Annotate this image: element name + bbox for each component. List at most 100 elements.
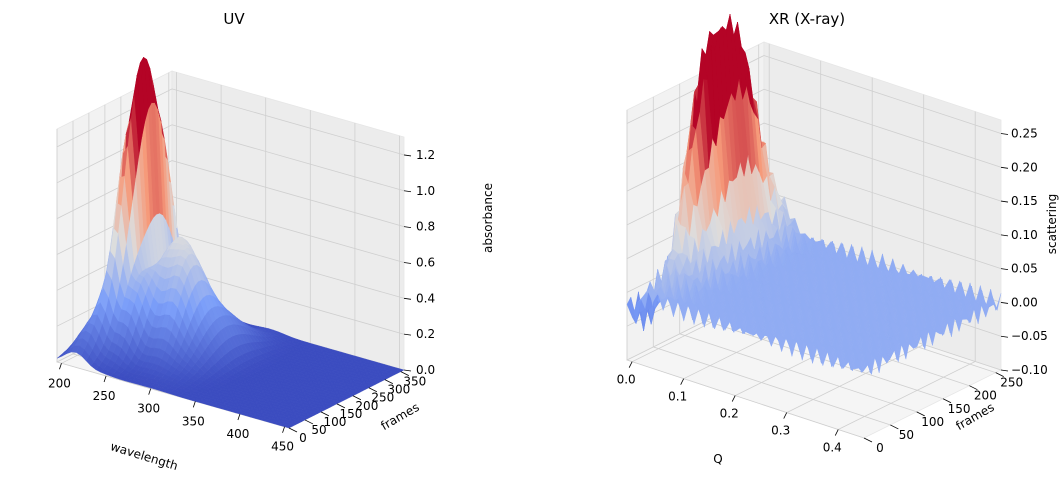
xr-x-tick-mark xyxy=(783,412,788,419)
uv-y-tick-mark xyxy=(352,395,362,401)
xr-y-tick-mark xyxy=(916,411,925,417)
xr-x-axis-label: Q xyxy=(713,452,722,466)
xr-x-tick-label: 0.2 xyxy=(720,407,739,421)
uv-x-tick-label: 250 xyxy=(93,389,116,403)
xr-y-tick-label: 0 xyxy=(876,441,884,455)
uv-x-tick-mark xyxy=(237,413,241,421)
xr-y-tick-label: 200 xyxy=(974,389,997,403)
uv-y-tick-label: 250 xyxy=(371,391,394,405)
xr-z-tick-label: 0.05 xyxy=(1011,262,1038,276)
uv-x-axis-label: wavelength xyxy=(109,439,180,473)
uv-z-tick-label: 0.0 xyxy=(416,363,435,377)
xr-y-tick-mark xyxy=(995,372,1004,377)
xr-z-tick-mark xyxy=(1000,133,1009,135)
uv-z-tick-label: 0.8 xyxy=(416,220,435,234)
xr-z-tick-label: −0.05 xyxy=(1011,329,1048,343)
xr-y-tick-mark xyxy=(969,385,978,391)
xr-x-tick-mark xyxy=(834,429,839,436)
uv-y-tick-label: 0 xyxy=(299,431,307,445)
xr-y-tick-label: 50 xyxy=(899,428,914,442)
xr-y-tick-label: 100 xyxy=(921,415,944,429)
xr-y-tick-label: 150 xyxy=(948,402,971,416)
xr-y-tick-mark xyxy=(890,424,899,430)
uv-x-tick-mark xyxy=(192,401,196,408)
xr-x-tick-label: 0.3 xyxy=(771,424,790,438)
uv-y-tick-mark xyxy=(288,427,298,433)
xr-y-tick-label: 250 xyxy=(1000,376,1023,390)
uv-z-tick-label: 0.6 xyxy=(416,255,435,269)
xr-x-tick-mark xyxy=(680,378,685,385)
uv-z-tick-mark xyxy=(403,369,412,372)
uv-x-tick-label: 350 xyxy=(182,414,205,428)
uv-title: UV xyxy=(223,10,245,28)
xr-z-axis-label: scattering xyxy=(1045,194,1059,255)
uv-z-tick-label: 1.0 xyxy=(416,184,435,198)
uv-x-tick-mark xyxy=(59,363,62,370)
uv-x-tick-label: 450 xyxy=(271,440,294,454)
uv-z-tick-mark xyxy=(403,154,412,157)
uv-y-tick-mark xyxy=(400,371,409,376)
uv-y-tick-label: 350 xyxy=(403,375,426,389)
xr-surface xyxy=(626,14,1002,375)
uv-z-tick-mark xyxy=(403,262,412,264)
uv-x-tick-mark xyxy=(282,426,285,433)
xr-x-tick-label: 0.4 xyxy=(823,441,842,455)
xr-z-tick-label: 0.15 xyxy=(1011,194,1038,208)
uv-z-tick-mark xyxy=(403,297,412,300)
xr-x-tick-label: 0.0 xyxy=(617,373,636,387)
xr-x-tick-mark xyxy=(731,395,736,402)
xr-z-tick-mark xyxy=(1000,200,1009,203)
uv-y-tick-label: 50 xyxy=(311,423,326,437)
uv-z-axis-label: absorbance xyxy=(481,183,495,253)
uv-plot: 2002503003504004500501001502002503003500… xyxy=(48,10,495,473)
uv-z-tick-label: 1.2 xyxy=(416,148,435,162)
xr-z-tick-mark xyxy=(1000,335,1009,338)
xr-z-tick-label: 0.20 xyxy=(1011,160,1038,174)
xr-z-ticks: −0.10 −0.05 0.00 0.05 0.10 0.15 0.20 0.25 xyxy=(1000,127,1048,377)
uv-y-tick-label: 150 xyxy=(339,407,362,421)
xr-y-tick-mark xyxy=(942,398,952,404)
uv-y-tick-mark xyxy=(384,379,394,385)
uv-y-tick-mark xyxy=(320,411,330,417)
xr-z-tick-mark xyxy=(1000,302,1009,304)
xr-x-ticks: 0.0 0.1 0.2 0.3 0.4 xyxy=(617,361,842,455)
uv-y-tick-mark xyxy=(368,387,378,393)
xr-z-tick-label: 0.00 xyxy=(1011,295,1038,309)
uv-x-tick-label: 300 xyxy=(137,402,160,416)
xr-z-tick-mark xyxy=(1000,166,1009,169)
xr-z-tick-label: 0.25 xyxy=(1011,127,1038,141)
uv-surface-facet xyxy=(56,352,66,359)
xr-z-tick-mark xyxy=(1000,268,1009,271)
uv-z-tick-mark xyxy=(403,333,412,336)
uv-x-tick-label: 200 xyxy=(48,376,71,390)
uv-x-tick-mark xyxy=(103,375,107,383)
xr-z-tick-mark xyxy=(1000,234,1009,237)
xr-y-tick-mark xyxy=(863,437,873,443)
uv-z-tick-mark xyxy=(403,190,412,193)
uv-z-ticks: 0.0 0.2 0.4 0.6 0.8 1.0 1.2 xyxy=(403,148,435,377)
uv-y-tick-label: 300 xyxy=(387,383,410,397)
xr-z-tick-mark xyxy=(1000,369,1009,372)
uv-x-ticks: 200 250 300 350 400 450 xyxy=(48,363,294,454)
uv-y-tick-label: 100 xyxy=(323,415,346,429)
xr-surface-facet xyxy=(626,296,637,324)
uv-y-axis-label: frames xyxy=(378,400,421,433)
xr-x-tick-mark xyxy=(628,361,633,368)
uv-y-tick-label: 200 xyxy=(355,399,378,413)
xr-x-tick-label: 0.1 xyxy=(668,390,687,404)
uv-y-tick-mark xyxy=(304,419,314,425)
uv-z-tick-label: 0.4 xyxy=(416,291,435,305)
uv-x-tick-label: 400 xyxy=(226,427,249,441)
uv-x-tick-mark xyxy=(148,388,152,395)
xr-z-tick-label: 0.10 xyxy=(1011,228,1038,242)
xr-z-tick-label: −0.10 xyxy=(1011,363,1048,377)
uv-surface xyxy=(56,56,405,429)
uv-y-tick-mark xyxy=(336,403,346,409)
uv-z-tick-mark xyxy=(403,226,412,229)
uv-z-tick-label: 0.2 xyxy=(416,327,435,341)
xr-title: XR (X-ray) xyxy=(769,10,845,28)
